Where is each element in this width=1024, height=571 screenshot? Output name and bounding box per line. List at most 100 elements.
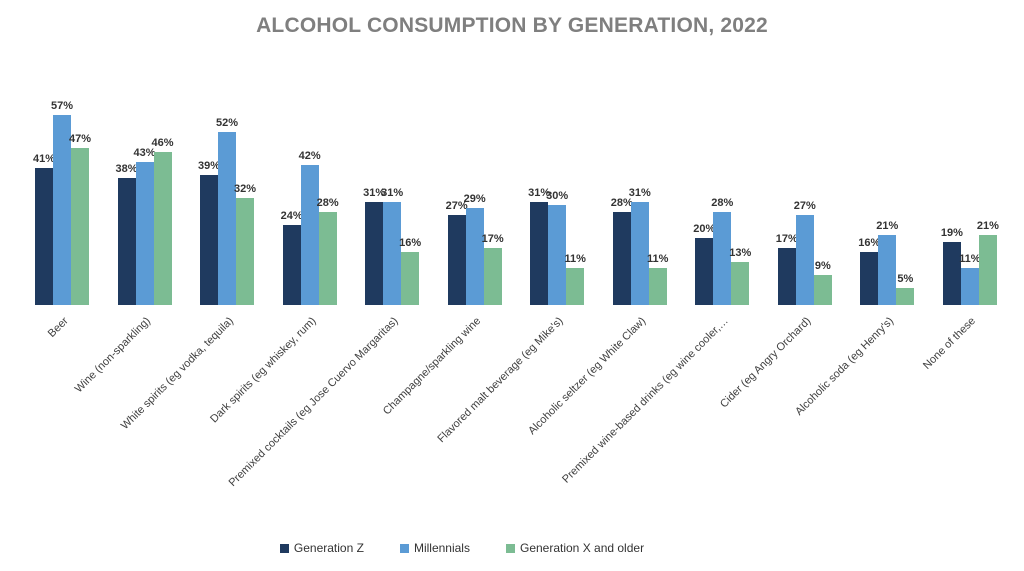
bar-generation-z: 31% (363, 187, 385, 305)
legend: Generation Z Millennials Generation X and … (0, 541, 974, 555)
x-axis-label: Alcoholic soda (eg Henry's) (792, 315, 896, 418)
bar-generation-z: 28% (611, 197, 633, 305)
x-axis-label: Premixed wine-based drinks (eg wine cool… (560, 315, 731, 486)
bar-generation-z: 41% (33, 153, 55, 305)
bar-generation-z: 38% (116, 163, 138, 305)
x-axis-label: Wine (non-sparkling) (72, 315, 154, 396)
bar-millennials: 31% (629, 187, 651, 305)
bar-millennials: 21% (876, 220, 898, 305)
legend-label: Millennials (413, 541, 470, 555)
bar-value-label: 21% (876, 220, 899, 232)
plot-area: 41% 57% 47% Beer 38% 43% 46% Wine (non-sparklin… (33, 100, 999, 489)
bar-value-label: 31% (381, 187, 404, 199)
bar-value-label: 42% (298, 150, 321, 162)
bar-generation-z: 19% (941, 227, 963, 305)
bar-value-label: 27% (793, 200, 816, 212)
bar-generation-x-and-older: 32% (234, 183, 256, 305)
bar-value-label: 27% (445, 200, 468, 212)
bar-millennials: 30% (546, 190, 568, 305)
bar-value-label: 32% (234, 183, 257, 195)
bar-value-label: 9% (814, 260, 831, 272)
bar-value-label: 46% (151, 137, 174, 149)
legend-label: Generation Z (293, 541, 364, 555)
chart-title: ALCOHOL CONSUMPTION BY GENERATION, 2022 (256, 14, 768, 37)
bar-millennials: 42% (299, 150, 321, 305)
bar-value-label: 29% (463, 193, 486, 205)
bar-generation-x-and-older: 9% (813, 260, 832, 305)
bar-generation-x-and-older: 13% (729, 247, 751, 305)
bar-value-label: 28% (316, 197, 339, 209)
bar-group: 17% 27% 9% Cider (eg Angry Orchard) (718, 110, 832, 410)
bar-value-label: 17% (481, 233, 504, 245)
bar-value-label: 47% (68, 133, 92, 145)
bar-value-label: 57% (50, 100, 74, 112)
bar-generation-x-and-older: 28% (317, 197, 339, 305)
bar-group: 39% 52% 32% White spirits (eg vodka, tequil… (119, 110, 257, 432)
bar-value-label: 16% (399, 237, 422, 249)
legend-item-generation-z: Generation Z (279, 541, 364, 555)
bar-generation-x-and-older: 21% (977, 220, 999, 305)
bar-group: 28% 31% 11% Alcoholic seltzer (eg White Cla… (526, 110, 668, 437)
bar-generation-x-and-older: 46% (152, 137, 174, 305)
bar-value-label: 41% (32, 153, 56, 165)
x-axis-label: Premixed cocktails (eg Jose Cuervo Marga… (226, 315, 401, 490)
bar-generation-z: 17% (776, 233, 798, 305)
bar-value-label: 13% (729, 247, 752, 259)
bar-millennials: 27% (794, 200, 816, 305)
bar-generation-x-and-older: 5% (896, 273, 915, 305)
x-axis-label: Champagne/sparkling wine (380, 315, 484, 418)
bar-millennials: 11% (959, 253, 981, 305)
bar-value-label: 19% (940, 227, 963, 239)
bar-value-label: 31% (628, 187, 651, 199)
bar-value-label: 20% (693, 223, 716, 235)
x-axis-label: Beer (45, 315, 71, 340)
bar-value-label: 39% (198, 160, 221, 172)
legend-item-generation-x-and-older: Generation X and older (505, 541, 645, 555)
legend-item-millennials: Millennials (399, 541, 470, 555)
bar-value-label: 11% (564, 253, 586, 265)
bar-generation-z: 20% (693, 223, 715, 305)
bar-value-label: 52% (216, 117, 239, 129)
bar-value-label: 30% (546, 190, 569, 202)
bar-group: 19% 11% 21% None of these (921, 110, 999, 372)
bar-group: 20% 28% 13% Premixed wine-based drinks (eg … (560, 110, 751, 486)
bar-value-label: 11% (647, 253, 669, 265)
bar-group: 41% 57% 47% Beer (33, 100, 91, 340)
bar-value-label: 28% (610, 197, 633, 209)
bar-value-label: 21% (976, 220, 999, 232)
bar-generation-z: 27% (446, 200, 468, 305)
bar-millennials: 29% (464, 193, 486, 305)
bar-group: 27% 29% 17% Champagne/sparkling wine (381, 110, 504, 417)
bar-value-label: 24% (280, 210, 303, 222)
bar-generation-x-and-older: 16% (399, 237, 421, 305)
bar-group: 38% 43% 46% Wine (non-sparkling) (73, 110, 174, 395)
bar-generation-x-and-older: 17% (482, 233, 504, 305)
bar-value-label: 16% (858, 237, 881, 249)
bar-millennials: 43% (134, 147, 156, 305)
bar-group: 31% 30% 11% Flavored malt beverage (eg Mike… (436, 110, 586, 445)
bar-value-label: 31% (528, 187, 551, 199)
bar-value-label: 43% (133, 147, 156, 159)
bar-generation-z: 31% (528, 187, 550, 305)
bar-generation-x-and-older: 47% (69, 133, 91, 305)
bar-value-label: 5% (897, 273, 914, 285)
legend-label: Generation X and older (519, 541, 645, 555)
bar-millennials: 57% (51, 100, 73, 305)
bar-generation-z: 24% (281, 210, 303, 305)
bar-millennials: 31% (381, 187, 403, 305)
bar-value-label: 38% (115, 163, 138, 175)
bar-generation-z: 16% (858, 237, 880, 305)
legend-swatch-icon (279, 543, 289, 553)
legend-swatch-icon (505, 543, 515, 553)
bar-generation-x-and-older: 11% (564, 253, 586, 305)
bar-group: 24% 42% 28% Dark spirits (eg whiskey, rum) (208, 110, 339, 425)
bar-group: 31% 31% 16% Premixed cocktails (eg Jose Cue… (227, 110, 422, 489)
bar-group: 16% 21% 5% Alcoholic soda (eg Henry's) (793, 110, 915, 418)
bar-value-label: 31% (363, 187, 386, 199)
bar-value-label: 28% (711, 197, 734, 209)
bar-value-label: 17% (775, 233, 798, 245)
bar-generation-x-and-older: 11% (647, 253, 668, 305)
bar-generation-z: 39% (198, 160, 220, 305)
x-axis-label: Cider (eg Angry Orchard) (717, 315, 814, 411)
